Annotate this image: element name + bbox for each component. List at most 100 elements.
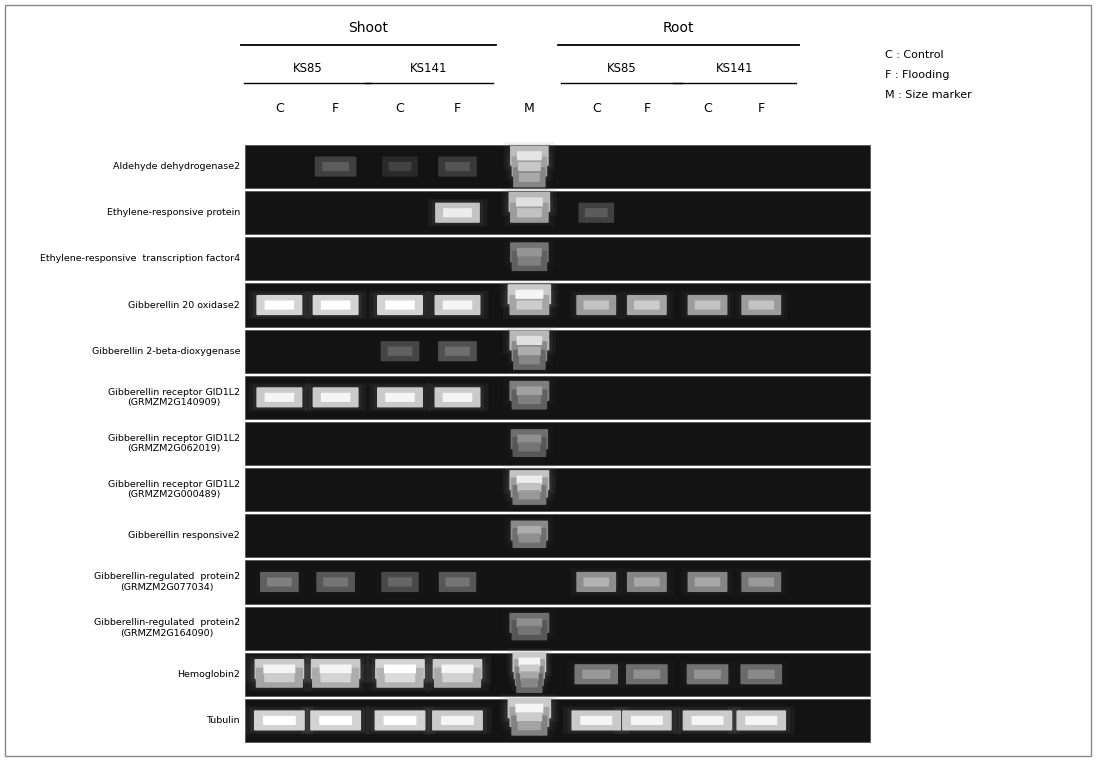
- FancyBboxPatch shape: [512, 658, 547, 681]
- FancyBboxPatch shape: [511, 707, 548, 727]
- Text: Gibberellin receptor GID1L2
(GRMZM2G000489): Gibberellin receptor GID1L2 (GRMZM2G0004…: [109, 480, 240, 499]
- FancyBboxPatch shape: [507, 164, 551, 191]
- FancyBboxPatch shape: [513, 157, 546, 177]
- FancyBboxPatch shape: [692, 716, 723, 725]
- FancyBboxPatch shape: [246, 706, 313, 734]
- FancyBboxPatch shape: [623, 662, 671, 686]
- FancyBboxPatch shape: [738, 711, 785, 731]
- FancyBboxPatch shape: [512, 715, 547, 736]
- FancyBboxPatch shape: [518, 162, 540, 171]
- FancyBboxPatch shape: [369, 384, 431, 411]
- FancyBboxPatch shape: [507, 481, 551, 509]
- FancyBboxPatch shape: [255, 659, 304, 679]
- FancyBboxPatch shape: [372, 658, 429, 681]
- FancyBboxPatch shape: [506, 329, 552, 352]
- FancyBboxPatch shape: [258, 387, 301, 407]
- FancyBboxPatch shape: [734, 568, 788, 596]
- FancyBboxPatch shape: [516, 197, 543, 206]
- FancyBboxPatch shape: [511, 526, 548, 550]
- FancyBboxPatch shape: [512, 521, 547, 540]
- FancyBboxPatch shape: [572, 711, 620, 731]
- Bar: [246, 330, 870, 373]
- FancyBboxPatch shape: [502, 188, 557, 216]
- FancyBboxPatch shape: [674, 706, 741, 734]
- FancyBboxPatch shape: [585, 209, 607, 218]
- FancyBboxPatch shape: [511, 477, 548, 498]
- FancyBboxPatch shape: [385, 673, 415, 683]
- Bar: [246, 376, 870, 419]
- FancyBboxPatch shape: [434, 295, 480, 315]
- FancyBboxPatch shape: [737, 710, 786, 731]
- FancyBboxPatch shape: [503, 609, 556, 637]
- FancyBboxPatch shape: [370, 708, 430, 732]
- FancyBboxPatch shape: [510, 470, 549, 490]
- FancyBboxPatch shape: [255, 667, 302, 688]
- FancyBboxPatch shape: [441, 716, 473, 725]
- FancyBboxPatch shape: [260, 572, 299, 592]
- FancyBboxPatch shape: [506, 337, 552, 365]
- Bar: [246, 145, 870, 188]
- FancyBboxPatch shape: [576, 295, 616, 315]
- FancyBboxPatch shape: [511, 165, 548, 189]
- FancyBboxPatch shape: [511, 662, 548, 690]
- Text: F: F: [643, 101, 650, 114]
- FancyBboxPatch shape: [256, 387, 302, 407]
- FancyBboxPatch shape: [619, 661, 675, 688]
- FancyBboxPatch shape: [732, 708, 790, 732]
- FancyBboxPatch shape: [264, 673, 295, 683]
- FancyBboxPatch shape: [583, 578, 609, 587]
- FancyBboxPatch shape: [517, 721, 541, 731]
- Text: F : Flooding: F : Flooding: [884, 70, 949, 80]
- FancyBboxPatch shape: [511, 521, 548, 541]
- FancyBboxPatch shape: [505, 712, 553, 740]
- FancyBboxPatch shape: [687, 664, 728, 684]
- FancyBboxPatch shape: [517, 248, 541, 257]
- FancyBboxPatch shape: [563, 706, 629, 734]
- FancyBboxPatch shape: [509, 427, 550, 451]
- FancyBboxPatch shape: [514, 659, 545, 679]
- FancyBboxPatch shape: [685, 293, 730, 317]
- FancyBboxPatch shape: [504, 199, 555, 227]
- FancyBboxPatch shape: [742, 295, 780, 315]
- FancyBboxPatch shape: [518, 355, 540, 365]
- FancyBboxPatch shape: [734, 291, 788, 319]
- FancyBboxPatch shape: [688, 295, 727, 315]
- FancyBboxPatch shape: [516, 476, 543, 485]
- FancyBboxPatch shape: [509, 285, 550, 304]
- FancyBboxPatch shape: [321, 301, 351, 310]
- FancyBboxPatch shape: [308, 666, 363, 689]
- FancyBboxPatch shape: [311, 659, 359, 679]
- FancyBboxPatch shape: [578, 295, 615, 315]
- FancyBboxPatch shape: [574, 664, 618, 684]
- Bar: [246, 422, 870, 465]
- FancyBboxPatch shape: [375, 710, 425, 731]
- FancyBboxPatch shape: [378, 295, 422, 315]
- FancyBboxPatch shape: [518, 626, 540, 635]
- FancyBboxPatch shape: [518, 533, 540, 543]
- FancyBboxPatch shape: [618, 708, 675, 732]
- FancyBboxPatch shape: [319, 716, 352, 725]
- FancyBboxPatch shape: [728, 706, 795, 734]
- FancyBboxPatch shape: [263, 716, 296, 725]
- FancyBboxPatch shape: [583, 301, 609, 310]
- FancyBboxPatch shape: [311, 659, 361, 679]
- FancyBboxPatch shape: [739, 570, 784, 594]
- FancyBboxPatch shape: [433, 659, 482, 679]
- FancyBboxPatch shape: [747, 670, 775, 679]
- FancyBboxPatch shape: [434, 387, 480, 407]
- FancyBboxPatch shape: [571, 662, 621, 686]
- FancyBboxPatch shape: [500, 694, 559, 722]
- FancyBboxPatch shape: [503, 377, 556, 405]
- FancyBboxPatch shape: [381, 572, 419, 592]
- FancyBboxPatch shape: [517, 209, 541, 218]
- Text: C: C: [592, 101, 601, 114]
- FancyBboxPatch shape: [620, 291, 673, 319]
- Text: Ethylene-responsive  transcription factor4: Ethylene-responsive transcription factor…: [39, 254, 240, 263]
- FancyBboxPatch shape: [510, 295, 549, 315]
- FancyBboxPatch shape: [516, 673, 543, 693]
- FancyBboxPatch shape: [576, 572, 616, 592]
- FancyBboxPatch shape: [313, 387, 357, 407]
- FancyBboxPatch shape: [506, 705, 552, 729]
- FancyBboxPatch shape: [442, 664, 473, 673]
- FancyBboxPatch shape: [511, 613, 548, 633]
